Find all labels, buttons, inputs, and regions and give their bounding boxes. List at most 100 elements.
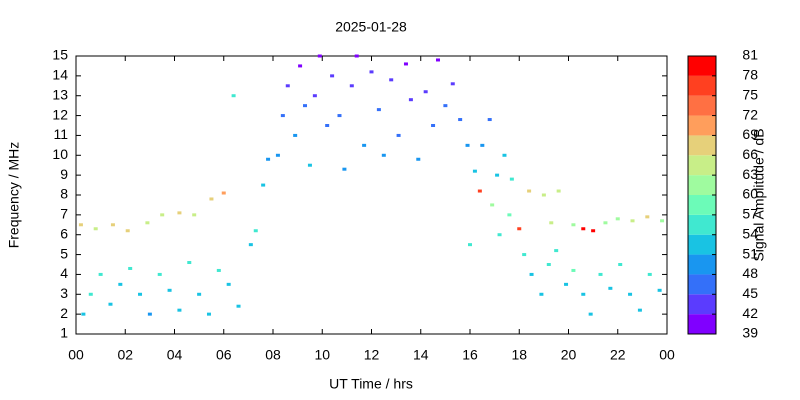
data-point bbox=[431, 124, 436, 127]
data-point bbox=[125, 229, 130, 233]
y-tick-label: 2 bbox=[60, 305, 68, 321]
data-point bbox=[507, 213, 512, 217]
data-point bbox=[487, 118, 492, 122]
data-point bbox=[145, 221, 150, 225]
data-point bbox=[509, 177, 514, 181]
data-point bbox=[381, 153, 386, 157]
data-point bbox=[330, 74, 335, 78]
x-tick-label: 22 bbox=[610, 347, 626, 363]
y-tick-label: 10 bbox=[52, 146, 68, 162]
data-point bbox=[209, 197, 214, 201]
data-point bbox=[177, 308, 182, 312]
data-point bbox=[110, 223, 115, 227]
data-point bbox=[468, 243, 472, 247]
colorbar-tick-label: 57 bbox=[742, 206, 758, 222]
y-tick-label: 12 bbox=[52, 106, 68, 122]
plot-frame bbox=[75, 55, 668, 335]
data-point bbox=[647, 272, 652, 276]
y-tick-label: 11 bbox=[53, 126, 68, 142]
colorbar-bin bbox=[688, 95, 716, 116]
data-point bbox=[556, 189, 561, 193]
data-point bbox=[517, 227, 522, 231]
data-point bbox=[128, 266, 133, 270]
data-point bbox=[362, 143, 367, 147]
colorbar-tick-label: 45 bbox=[742, 285, 758, 301]
data-point bbox=[618, 263, 623, 266]
data-point bbox=[637, 308, 642, 312]
data-point bbox=[88, 292, 93, 296]
x-tick-label: 12 bbox=[364, 347, 380, 363]
data-point bbox=[472, 169, 477, 173]
colorbar-tick-label: 48 bbox=[742, 265, 758, 281]
data-point bbox=[403, 62, 408, 66]
data-point bbox=[490, 203, 495, 207]
y-tick-label: 14 bbox=[52, 67, 68, 83]
data-point bbox=[177, 211, 182, 215]
data-point bbox=[495, 173, 500, 177]
data-point bbox=[546, 263, 551, 266]
colorbar-label: Signal Amplitude / dB bbox=[751, 128, 767, 261]
x-tick-label: 02 bbox=[117, 347, 133, 363]
x-tick-label: 06 bbox=[216, 347, 232, 363]
data-point bbox=[630, 219, 635, 223]
data-point bbox=[108, 302, 113, 306]
y-tick-label: 3 bbox=[60, 285, 68, 301]
data-point bbox=[160, 213, 165, 217]
data-point bbox=[349, 84, 354, 88]
data-point bbox=[206, 312, 211, 316]
data-point bbox=[78, 223, 83, 227]
data-point bbox=[325, 124, 330, 127]
x-tick-label: 20 bbox=[561, 347, 577, 363]
data-point bbox=[253, 229, 258, 233]
data-point bbox=[303, 104, 308, 108]
data-point bbox=[480, 143, 485, 147]
data-point bbox=[502, 153, 507, 157]
data-point bbox=[549, 221, 554, 225]
data-point bbox=[465, 143, 470, 147]
data-point bbox=[588, 312, 593, 316]
data-point bbox=[603, 221, 608, 225]
colorbar-tick-label: 51 bbox=[742, 245, 758, 261]
colorbar-tick-label: 54 bbox=[742, 225, 758, 241]
data-point bbox=[581, 292, 586, 296]
data-point bbox=[527, 189, 532, 193]
x-tick-label: 10 bbox=[314, 347, 330, 363]
data-point bbox=[337, 114, 342, 118]
colorbar-tick-label: 81 bbox=[742, 47, 758, 63]
data-point bbox=[389, 78, 394, 82]
data-point bbox=[157, 272, 162, 276]
colorbar-tick-label: 75 bbox=[742, 86, 758, 102]
data-point bbox=[231, 94, 236, 98]
colorbar-tick-label: 42 bbox=[742, 305, 758, 321]
colorbar-bin bbox=[688, 135, 716, 156]
data-point bbox=[285, 84, 290, 88]
data-point bbox=[541, 193, 546, 197]
data-point bbox=[435, 58, 440, 62]
data-point bbox=[369, 70, 374, 74]
colorbar-bin bbox=[688, 234, 716, 255]
data-point bbox=[591, 229, 596, 233]
colorbar-bin bbox=[688, 195, 716, 215]
data-point bbox=[581, 227, 586, 231]
data-point bbox=[497, 233, 502, 237]
data-point bbox=[354, 54, 359, 58]
y-tick-label: 9 bbox=[60, 166, 68, 182]
data-point bbox=[554, 249, 559, 253]
y-tick-label: 6 bbox=[60, 225, 68, 241]
x-tick-label: 14 bbox=[413, 347, 429, 363]
data-point bbox=[293, 133, 298, 137]
colorbar-tick-label: 69 bbox=[742, 126, 758, 142]
colorbar-bin bbox=[688, 115, 716, 136]
x-axis-label: UT Time / hrs bbox=[329, 376, 413, 392]
data-point bbox=[564, 282, 569, 286]
data-point bbox=[342, 167, 347, 171]
data-point bbox=[93, 227, 98, 231]
colorbar-bin bbox=[688, 274, 716, 295]
data-point bbox=[608, 286, 613, 290]
data-point bbox=[147, 312, 152, 316]
data-point bbox=[376, 108, 381, 112]
x-tick-label: 08 bbox=[265, 347, 281, 363]
colorbar-bin bbox=[688, 56, 716, 76]
data-point bbox=[118, 282, 123, 286]
